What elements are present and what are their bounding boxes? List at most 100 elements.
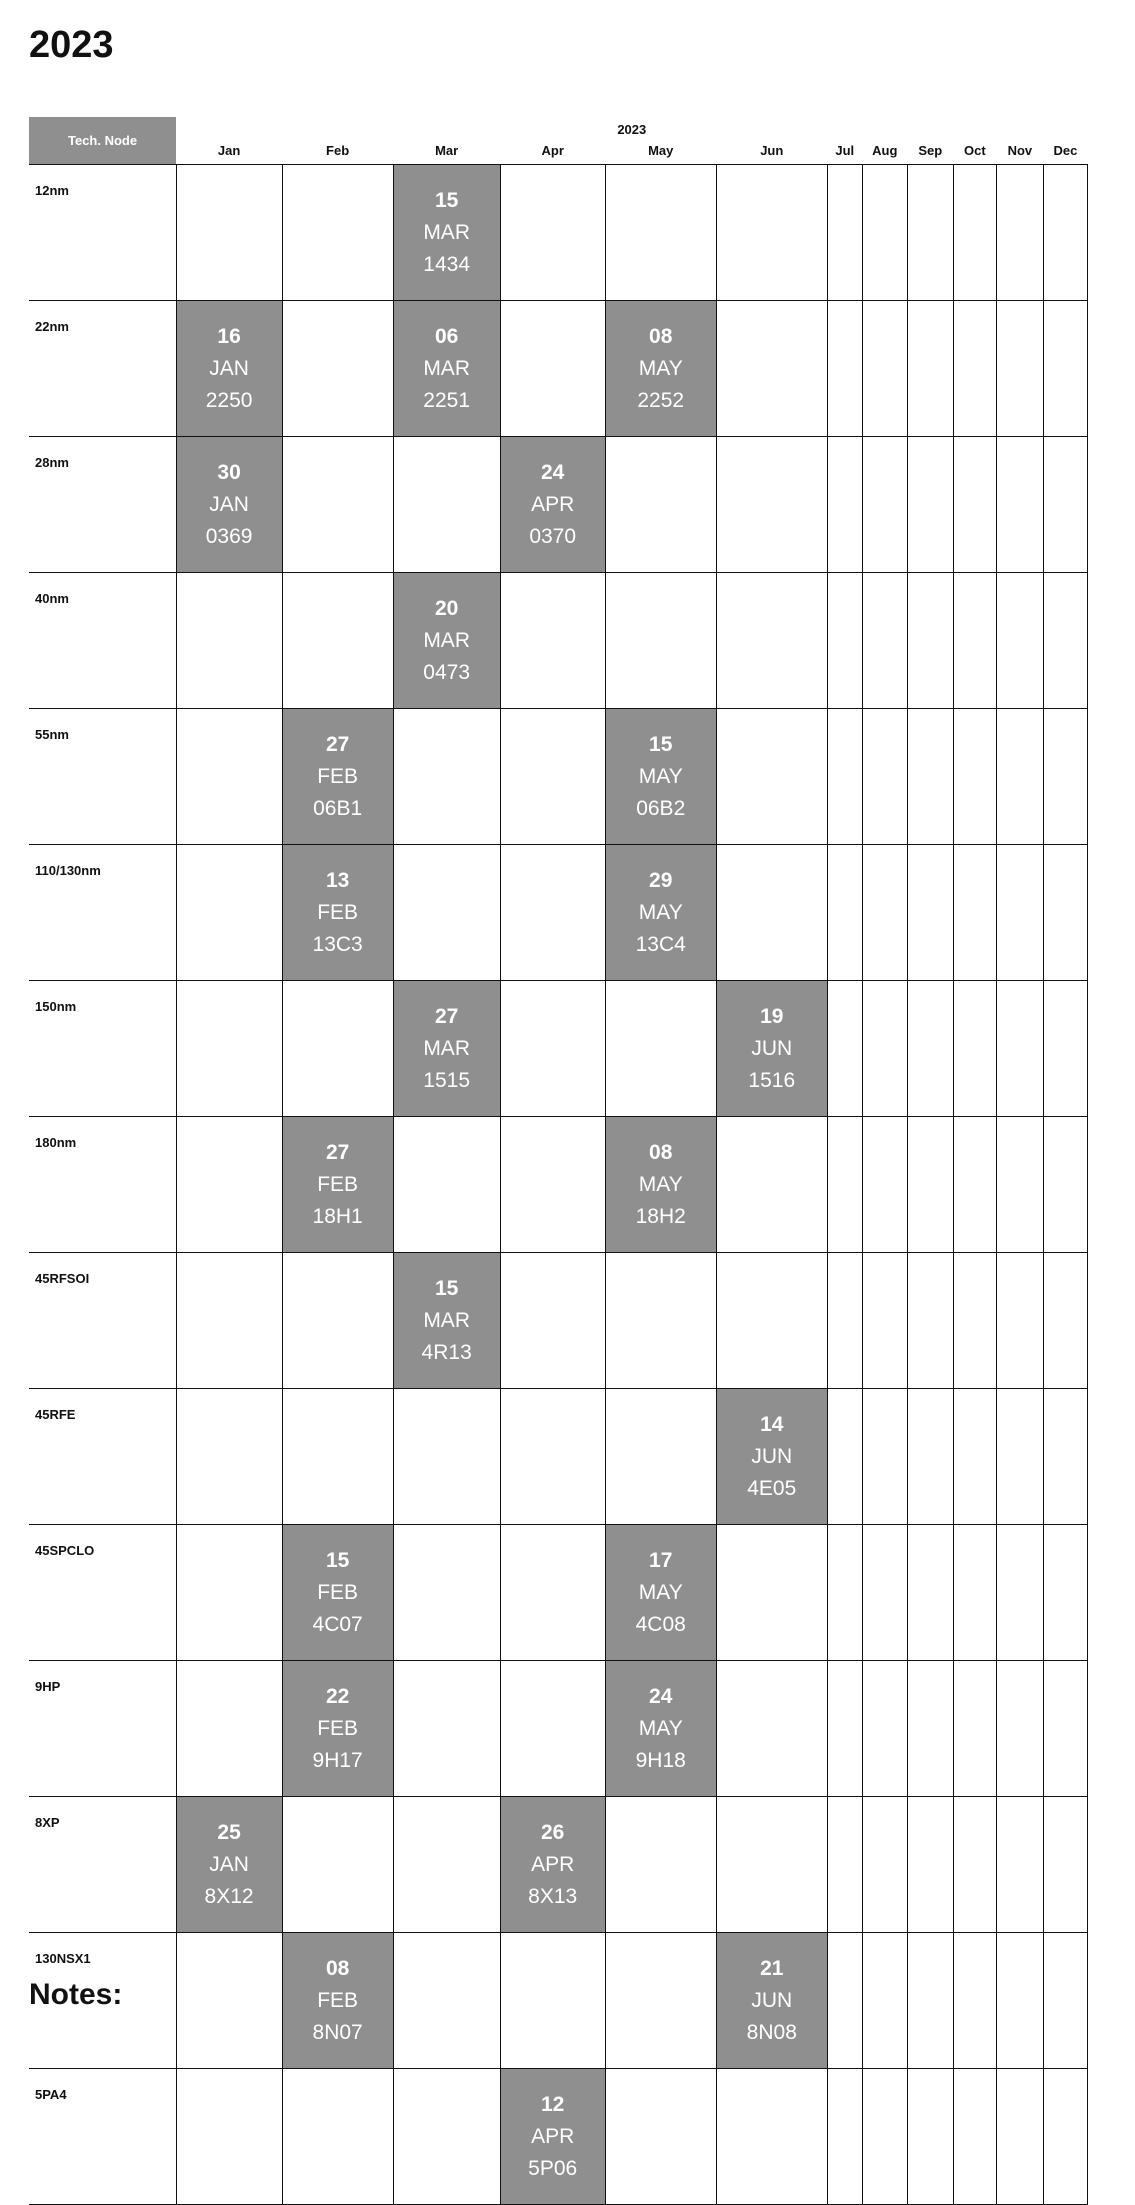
empty-cell — [715, 1660, 828, 1797]
event-day: 29 — [649, 868, 673, 892]
empty-cell — [392, 1660, 501, 1797]
empty-cell — [1042, 572, 1089, 709]
table-row: 28nm 30 JAN 0369 24 APR 0370 — [29, 436, 1089, 573]
empty-cell — [952, 1524, 997, 1661]
empty-cell — [826, 1932, 863, 2069]
event-cell: 24 APR 0370 — [499, 436, 606, 573]
empty-cell — [906, 1524, 954, 1661]
empty-cell — [1042, 300, 1089, 437]
event-cell: 24 MAY 9H18 — [604, 1660, 717, 1797]
event-cell: 27 FEB 18H1 — [281, 1116, 394, 1253]
empty-cell — [175, 2068, 283, 2205]
table-row: 45SPCLO 15 FEB 4C07 17 MAY 4C08 — [29, 1524, 1089, 1661]
empty-cell — [392, 1388, 501, 1525]
empty-cell — [906, 164, 954, 301]
month-header-nov: Nov — [996, 137, 1044, 165]
empty-cell — [826, 164, 863, 301]
empty-cell — [499, 1388, 606, 1525]
empty-cell — [392, 2068, 501, 2205]
event-mon: MAR — [423, 1308, 470, 1332]
tech-node-header: Tech. Node — [29, 117, 177, 165]
event-code: 18H1 — [312, 1204, 363, 1228]
empty-cell — [604, 980, 717, 1117]
empty-cell — [392, 1796, 501, 1933]
empty-cell — [861, 300, 908, 437]
empty-cell — [715, 2068, 828, 2205]
empty-cell — [1042, 1116, 1089, 1253]
event-day: 15 — [434, 188, 459, 212]
empty-cell — [995, 980, 1044, 1117]
tech-node-label: 180nm — [29, 1116, 177, 1253]
empty-cell — [1042, 1388, 1089, 1525]
empty-cell — [906, 1252, 954, 1389]
event-code: 9H18 — [635, 1748, 686, 1772]
empty-cell — [715, 1524, 828, 1661]
empty-cell — [906, 300, 954, 437]
event-mon: JAN — [209, 492, 249, 516]
empty-cell — [499, 1252, 606, 1389]
empty-cell — [995, 300, 1044, 437]
tech-node-label: 110/130nm — [29, 844, 177, 981]
empty-cell — [281, 2068, 394, 2205]
empty-cell — [499, 164, 606, 301]
empty-cell — [175, 572, 283, 709]
tech-node-label: 9HP — [29, 1660, 177, 1797]
month-header-may: May — [605, 137, 717, 165]
empty-cell — [861, 1660, 908, 1797]
empty-cell — [604, 436, 717, 573]
empty-cell — [995, 1796, 1044, 1933]
empty-cell — [175, 1116, 283, 1253]
empty-cell — [861, 1932, 908, 2069]
event-cell: 15 FEB 4C07 — [281, 1524, 394, 1661]
empty-cell — [826, 1252, 863, 1389]
empty-cell — [995, 1252, 1044, 1389]
event-code: 0370 — [529, 524, 577, 548]
event-mon: MAR — [423, 356, 470, 380]
empty-cell — [175, 1932, 283, 2069]
empty-cell — [906, 708, 954, 845]
event-cell: 19 JUN 1516 — [715, 980, 828, 1117]
event-day: 06 — [434, 324, 459, 348]
empty-cell — [952, 1116, 997, 1253]
event-day: 08 — [649, 1140, 673, 1164]
empty-cell — [861, 436, 908, 573]
empty-cell — [995, 1524, 1044, 1661]
event-code: 4C08 — [635, 1612, 686, 1636]
empty-cell — [499, 300, 606, 437]
event-mon: MAY — [638, 356, 683, 380]
event-code: 0473 — [423, 660, 471, 684]
event-code: 8X13 — [528, 1884, 578, 1908]
month-header-dec: Dec — [1043, 137, 1088, 165]
event-code: 0369 — [205, 524, 253, 548]
event-cell: 15 MAR 1434 — [392, 164, 501, 301]
event-mon: APR — [531, 492, 575, 516]
empty-cell — [604, 164, 717, 301]
empty-cell — [826, 844, 863, 981]
empty-cell — [995, 844, 1044, 981]
empty-cell — [281, 572, 394, 709]
table-row: 55nm 27 FEB 06B1 15 MAY 06B2 — [29, 708, 1089, 845]
empty-cell — [995, 708, 1044, 845]
empty-cell — [952, 1388, 997, 1525]
empty-cell — [861, 164, 908, 301]
empty-cell — [604, 1388, 717, 1525]
event-code: 4E05 — [747, 1476, 797, 1500]
event-cell: 30 JAN 0369 — [175, 436, 283, 573]
empty-cell — [1042, 1932, 1089, 2069]
table-row: 150nm 27 MAR 1515 19 JUN 1516 — [29, 980, 1089, 1117]
empty-cell — [952, 436, 997, 573]
empty-cell — [826, 2068, 863, 2205]
event-cell: 08 MAY 18H2 — [604, 1116, 717, 1253]
event-code: 1516 — [748, 1068, 796, 1092]
tech-node-label: 8XP — [29, 1796, 177, 1933]
tech-node-label: 40nm — [29, 572, 177, 709]
event-code: 13C4 — [635, 932, 686, 956]
table-row: 180nm 27 FEB 18H1 08 MAY 18H2 — [29, 1116, 1089, 1253]
event-mon: JAN — [209, 1852, 249, 1876]
year-header: 2023 — [617, 122, 647, 137]
empty-cell — [952, 300, 997, 437]
table-row: 45RFE 14 JUN 4E05 — [29, 1388, 1089, 1525]
event-cell: 22 FEB 9H17 — [281, 1660, 394, 1797]
tech-node-label: 45RFE — [29, 1388, 177, 1525]
event-day: 25 — [217, 1820, 241, 1844]
